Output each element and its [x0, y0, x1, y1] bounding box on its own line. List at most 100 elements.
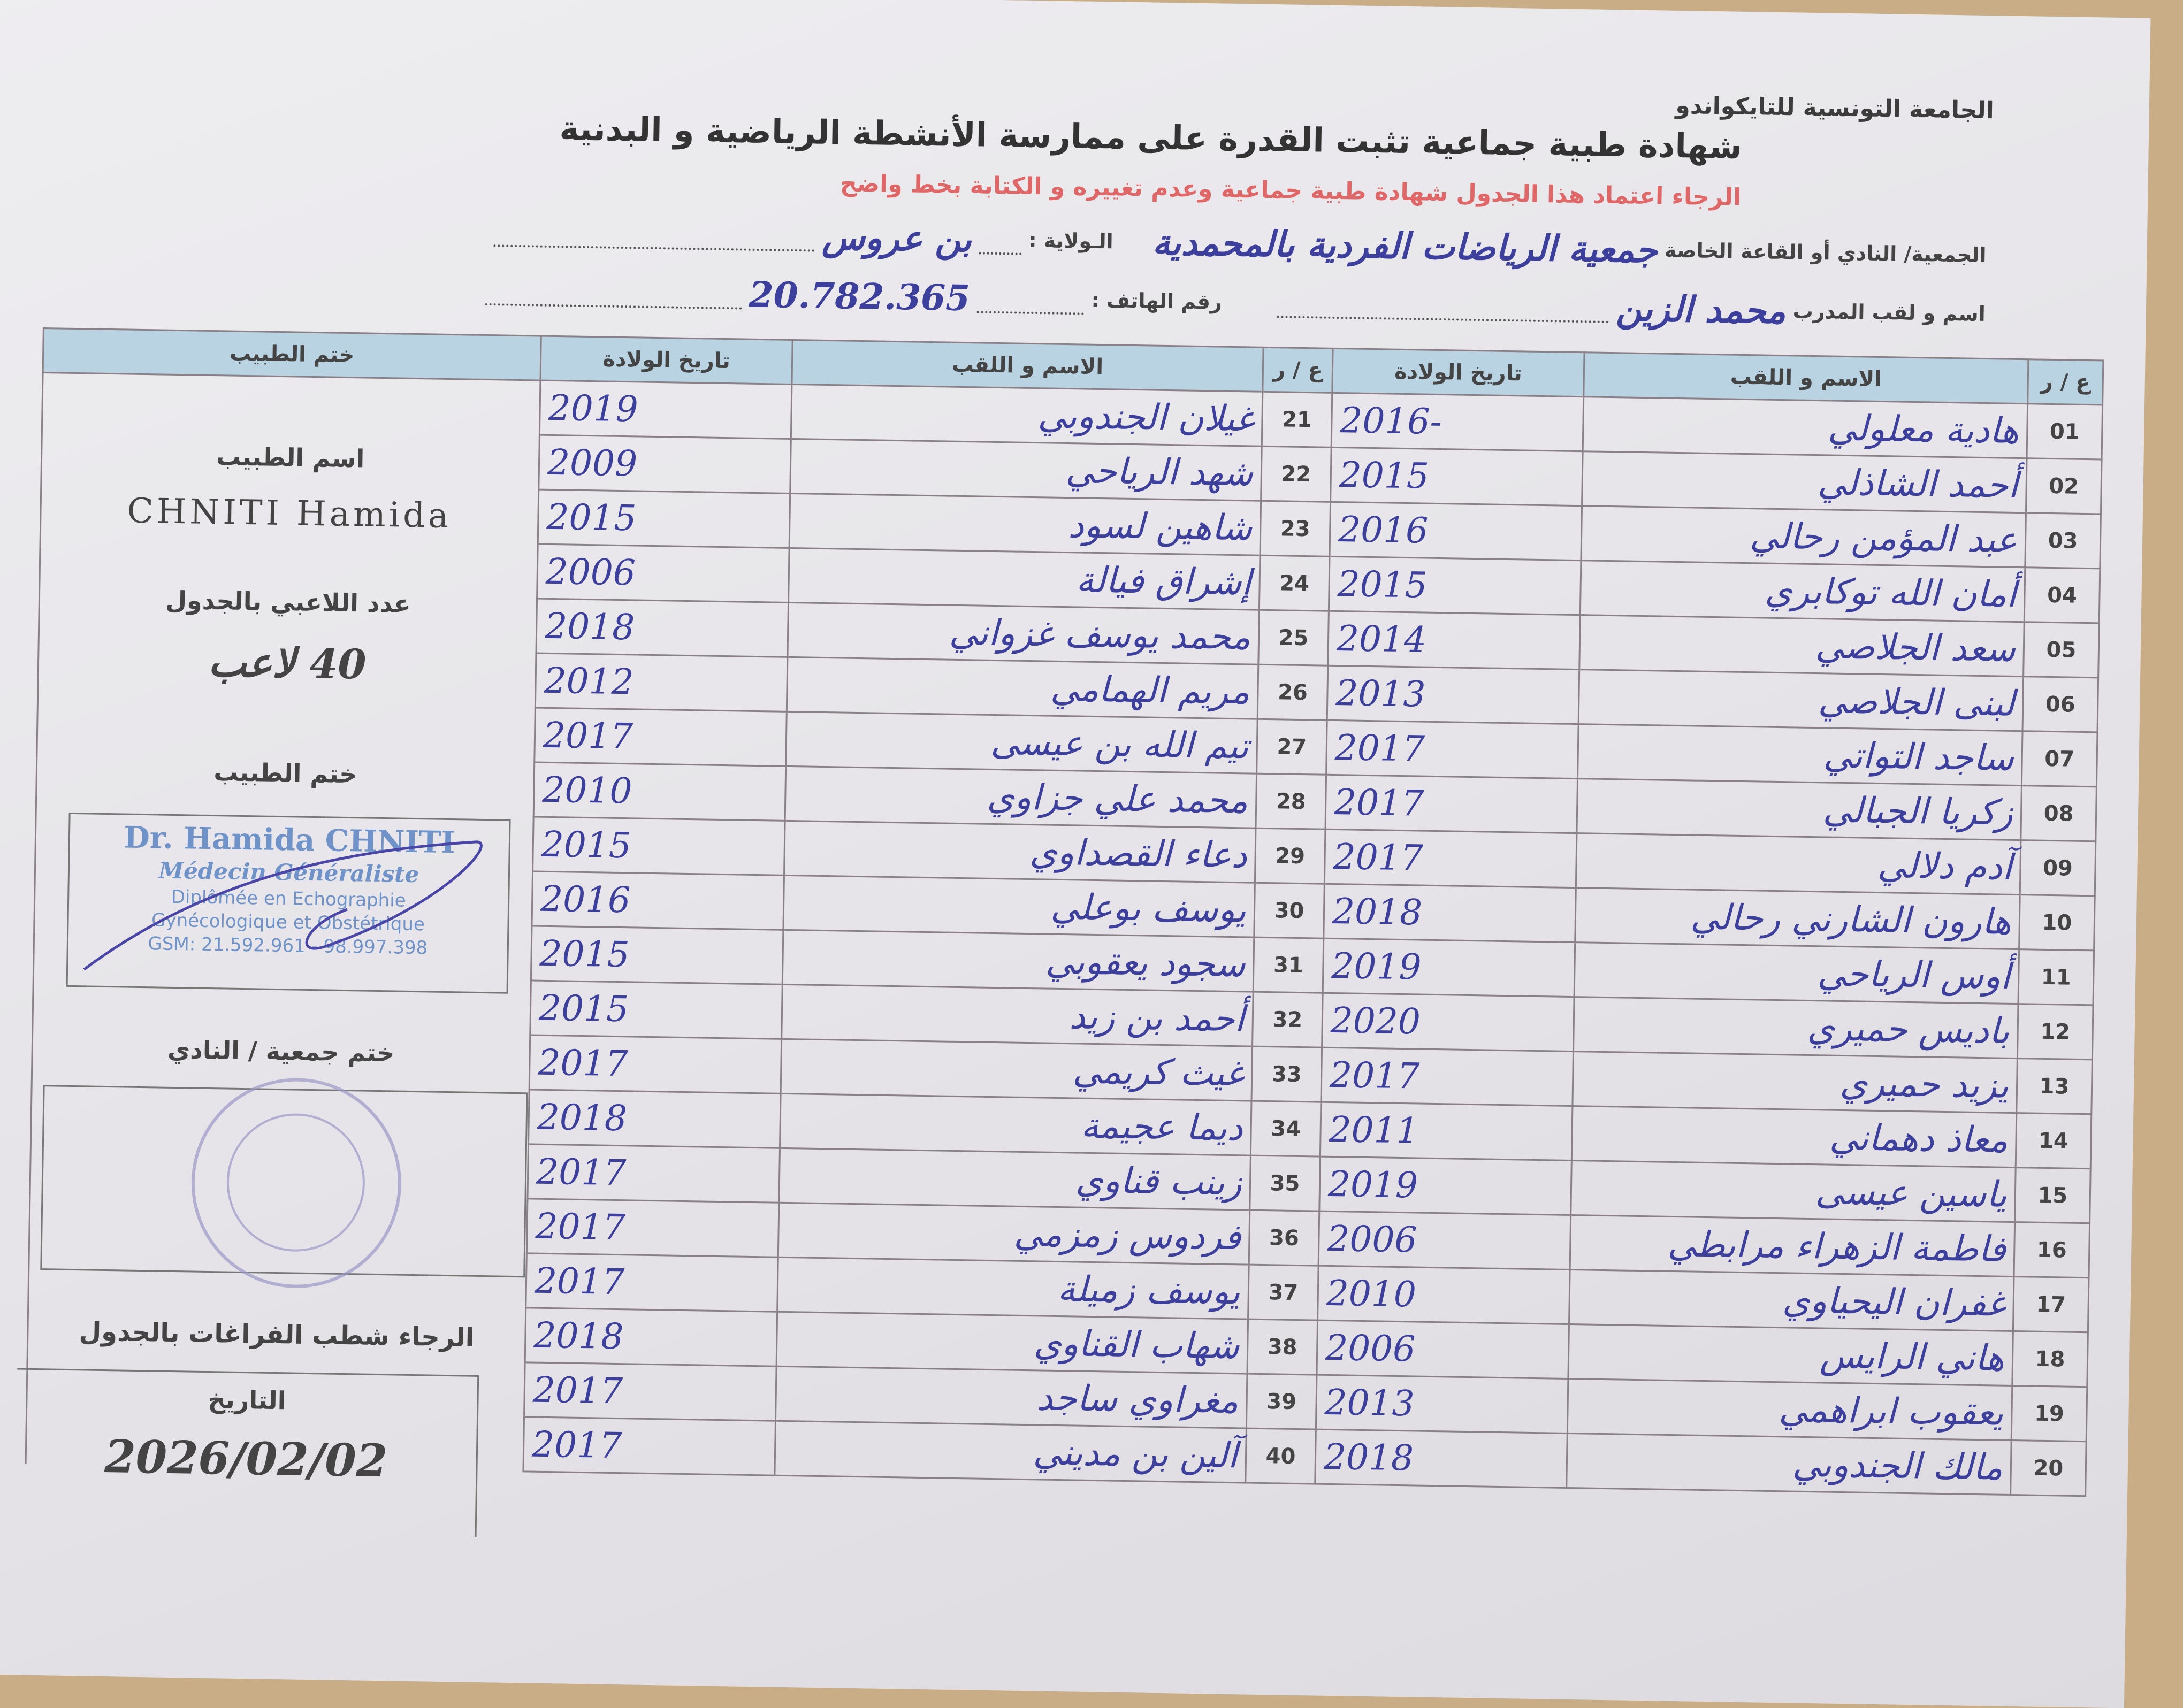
doctor-name-label: اسم الطبيب [216, 442, 365, 473]
doctor-panel: اسم الطبيب CHNITI Hamida عدد اللاعبي بال… [14, 372, 540, 1537]
player-birth-year: 2015 [1329, 556, 1581, 615]
player-number: 01 [2027, 403, 2103, 459]
player-name: هاني الرايس [1568, 1324, 2013, 1386]
player-birth-year: 2006 [537, 544, 790, 603]
dotted-line [485, 297, 742, 310]
player-name: زكريا الجبالي [1576, 778, 2022, 840]
player-number: 06 [2022, 676, 2098, 732]
player-birth-year: 2017 [523, 1416, 776, 1476]
player-number: 07 [2021, 731, 2098, 787]
player-birth-year: 2010 [1317, 1266, 1570, 1324]
player-name: غفران اليحياوي [1569, 1269, 2014, 1331]
player-birth-year: 2014 [1327, 611, 1581, 670]
player-name: ساجد التواتي [1577, 724, 2023, 786]
player-birth-year: 2012 [535, 653, 788, 712]
player-name: محمد يوسف غزواني [787, 602, 1260, 665]
player-birth-year: 2018 [525, 1307, 777, 1367]
player-name: يوسف زميلة [777, 1257, 1249, 1320]
dotted-line [493, 239, 815, 252]
player-name: لبنى الجلاصي [1578, 669, 2024, 731]
player-name: فردوس زمزمي [778, 1203, 1250, 1265]
player-name: محمد علي جزاوي [785, 766, 1257, 829]
header-num: ع / ر [2027, 359, 2103, 405]
player-birth-year: 2017 [534, 708, 787, 767]
dotted-line [1277, 310, 1609, 323]
player-number: 29 [1255, 828, 1325, 884]
player-birth-year: 2013 [1327, 665, 1579, 724]
player-birth-year: 2015 [1330, 447, 1583, 506]
doctor-stamp: Dr. Hamida CHNITI Médecin Généraliste Di… [66, 812, 511, 994]
player-name: شهاب القناوي [776, 1312, 1248, 1374]
player-number: 27 [1256, 719, 1327, 775]
player-birth-year: 2015 [530, 980, 783, 1039]
player-number: 16 [2014, 1222, 2090, 1278]
player-name: مغراوي ساجد [775, 1366, 1247, 1429]
player-birth-year: 2016 [1330, 502, 1582, 561]
dotted-line [978, 247, 1022, 255]
player-name: غيلان الجندوبي [791, 384, 1263, 447]
player-name: باديس حميري [1573, 997, 2019, 1059]
player-name: غيث كريمي [781, 1039, 1253, 1101]
player-name: هادية معلولي [1583, 396, 2028, 458]
player-birth-year: 2017 [1324, 829, 1577, 888]
player-birth-year: 2017 [1325, 775, 1578, 833]
player-birth-year: 2006 [1318, 1211, 1571, 1270]
player-name: أحمد بن زيد [781, 984, 1254, 1047]
player-birth-year: 2006 [1316, 1320, 1569, 1379]
player-number: 14 [2016, 1113, 2092, 1169]
phone-label: رقم الهاتف : [1091, 288, 1223, 314]
player-birth-year: 2013 [1316, 1375, 1568, 1434]
player-number: 35 [1249, 1155, 1321, 1212]
coach-label: اسم و لقب المدرب [1792, 299, 1986, 326]
player-name: شاهين لسود [789, 493, 1261, 556]
player-number: 05 [2023, 622, 2100, 678]
player-birth-year: 2016 [531, 871, 784, 930]
player-name: عبد المؤمن رحالي [1581, 505, 2026, 568]
player-birth-year: 2018 [528, 1089, 781, 1148]
player-name: سعد الجلاصي [1579, 615, 2025, 677]
player-birth-year: 2015 [532, 816, 785, 876]
player-birth-year: 2017 [1326, 720, 1579, 779]
player-birth-year: 2011 [1320, 1102, 1573, 1161]
state-value: بن عروس [821, 216, 972, 261]
player-number: 32 [1252, 992, 1323, 1048]
player-number: 21 [1262, 392, 1332, 448]
date-label: التاريخ [208, 1385, 286, 1415]
player-number: 34 [1250, 1101, 1321, 1157]
document-title: شهادة طبية جماعية تثبت القدرة على ممارسة… [559, 109, 1743, 166]
player-name: معاذ دهماني [1571, 1106, 2017, 1168]
club-value: جمعية الرياضات الفردية بالمحمدية [1152, 221, 1658, 271]
player-birth-year: 2009 [538, 435, 791, 494]
player-number: 13 [2016, 1058, 2093, 1114]
player-number: 31 [1253, 937, 1324, 993]
header-birth: تاريخ الولادة [540, 336, 793, 385]
player-number: 39 [1246, 1374, 1317, 1430]
player-number: 19 [2011, 1385, 2087, 1442]
player-name: ديما عجيمة [780, 1093, 1251, 1156]
player-number: 38 [1247, 1319, 1318, 1375]
player-birth-year: 2019 [539, 380, 792, 439]
signature-icon [83, 840, 483, 971]
player-name: دعاء القصداوي [784, 821, 1256, 883]
player-birth-year: 2017 [526, 1198, 779, 1258]
player-birth-year: 2019 [1323, 938, 1575, 997]
player-number: 28 [1256, 773, 1326, 830]
player-name: إشراق فيالة [788, 548, 1261, 610]
player-birth-year: 2018 [1315, 1429, 1568, 1488]
date-box: التاريخ 2026/02/02 [14, 1368, 479, 1537]
player-name: يزيد حميري [1572, 1051, 2018, 1113]
player-birth-year: 2017 [525, 1253, 778, 1312]
date-value: 2026/02/02 [104, 1430, 388, 1488]
player-birth-year: 2017 [527, 1144, 780, 1203]
player-birth-year: 2019 [1319, 1156, 1572, 1215]
player-number: 20 [2010, 1440, 2087, 1496]
player-birth-year: 2017 [529, 1035, 782, 1094]
header-name: الاسم و اللقب [791, 340, 1264, 392]
header-doctor-stamp: ختم الطبيب [43, 328, 541, 381]
player-number: 11 [2018, 949, 2094, 1005]
player-number: 40 [1245, 1428, 1316, 1484]
player-number: 30 [1254, 883, 1325, 939]
player-name: مالك الجندوبي [1566, 1433, 2012, 1495]
player-number: 09 [2020, 840, 2096, 896]
